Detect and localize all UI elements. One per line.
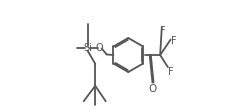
Text: F: F (160, 26, 165, 36)
Text: Si: Si (83, 43, 92, 53)
Text: O: O (96, 43, 103, 53)
Text: F: F (170, 36, 175, 46)
Text: F: F (167, 67, 173, 76)
Text: O: O (148, 84, 156, 94)
